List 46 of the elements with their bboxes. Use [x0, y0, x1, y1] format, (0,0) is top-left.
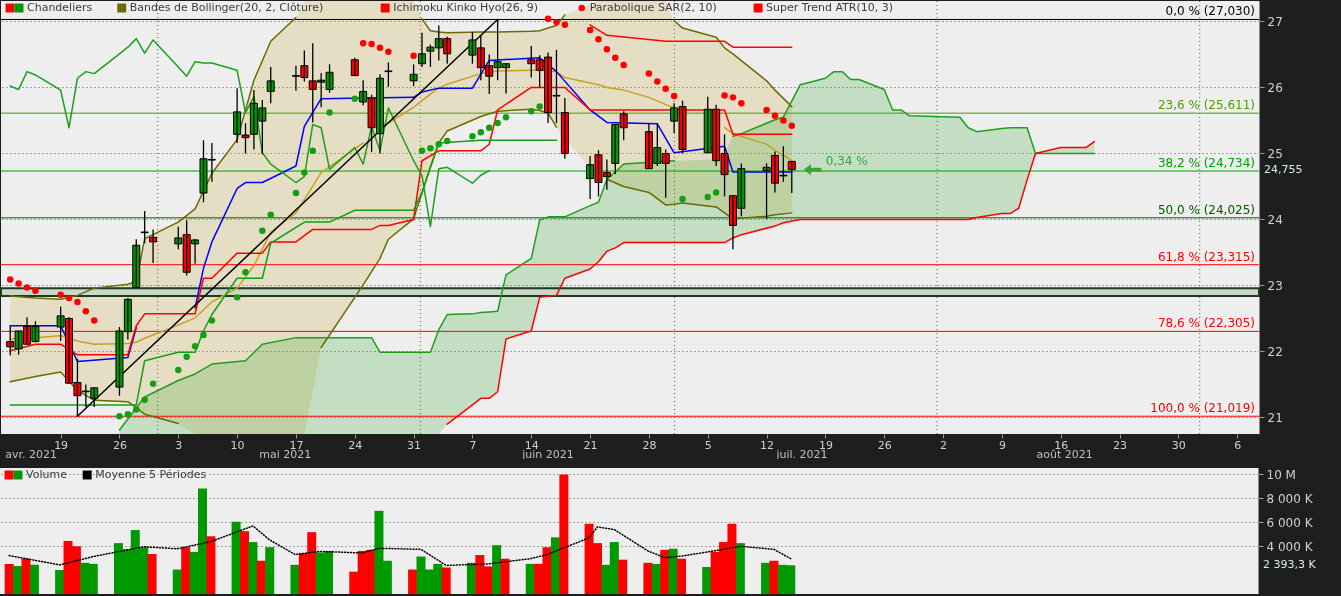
y-tick-label: 6 000 K [1266, 515, 1314, 530]
x-tick-label: 7 [469, 438, 477, 452]
x-tick-label: 12 [760, 438, 775, 452]
legend-label: Volume [26, 468, 68, 481]
x-tick-label: 2 [940, 438, 948, 452]
x-tick-label: 31 [407, 438, 422, 452]
y-tick-label: 8 000 K [1266, 491, 1314, 506]
x-tick-label: 24 [348, 438, 363, 452]
x-tick-label: 21 [583, 438, 598, 452]
x-tick-label: 23 [1113, 438, 1128, 452]
x-tick-label: 3 [175, 438, 183, 452]
x2-tick-label: mai 2021 [259, 447, 312, 461]
y-tick-label: 24 [1267, 212, 1283, 227]
x-tick-label: 5 [704, 438, 712, 452]
ref-line-label: 23,6 % (25,611) [1157, 98, 1255, 113]
ref-line-label: 38,2 % (24,734) [1157, 156, 1255, 171]
legend-label: Bandes de Bollinger(20, 2, Clôture) [129, 1, 324, 14]
legend-label: Super Trend ATR(10, 3) [766, 1, 894, 14]
y-tick-label: 27 [1267, 14, 1283, 29]
x-tick-label: 9 [998, 438, 1006, 452]
y-tick-label: 26 [1267, 80, 1283, 95]
x-tick-label: 28 [642, 438, 657, 452]
y-tick-label: 23 [1267, 278, 1283, 293]
legend-label: Ichimoku Kinko Hyo(26, 9) [393, 1, 538, 14]
ref-line-label: 100,0 % (21,019) [1150, 401, 1255, 416]
text: 2 393,3 K [1263, 558, 1317, 572]
x-tick-label: 30 [1171, 438, 1186, 452]
x-tick-label: 26 [877, 438, 892, 452]
ref-line-label: 78,6 % (22,305) [1157, 316, 1255, 331]
annotation: 0,34 % [825, 153, 868, 168]
x2-tick-label: juil. 2021 [775, 447, 828, 461]
ref-line-label: 0,0 % (27,030) [1165, 4, 1255, 19]
text: 24,755 [1264, 162, 1303, 176]
legend-label: Chandeliers [27, 1, 93, 14]
x-tick-label: 26 [112, 438, 127, 452]
x-tick-label: 10 [230, 438, 245, 452]
ref-line-label: 50,0 % (24,025) [1157, 202, 1255, 217]
y-tick-label: 22 [1267, 344, 1283, 359]
x-tick-label: 6 [1234, 438, 1242, 452]
y-tick-label: 4 000 K [1266, 539, 1314, 554]
legend-label: Moyenne 5 Périodes [95, 468, 207, 481]
legend-label: Parabolique SAR(2, 10) [589, 1, 717, 14]
y-tick-label: 10 M [1266, 467, 1296, 482]
y-tick-label: 21 [1267, 411, 1283, 425]
y-tick-label: 25 [1267, 146, 1283, 161]
ref-line-label: 61,8 % (23,315) [1157, 249, 1255, 264]
